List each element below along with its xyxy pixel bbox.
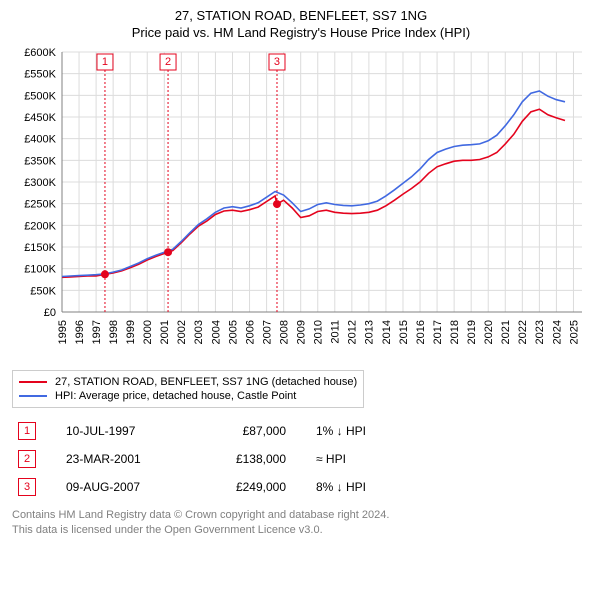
svg-text:2013: 2013 — [364, 320, 376, 344]
legend-label: HPI: Average price, detached house, Cast… — [55, 390, 296, 402]
svg-text:1: 1 — [102, 56, 108, 68]
svg-text:1997: 1997 — [91, 320, 103, 344]
legend-label: 27, STATION ROAD, BENFLEET, SS7 1NG (det… — [55, 376, 357, 388]
svg-text:2: 2 — [165, 56, 171, 68]
svg-text:£550K: £550K — [24, 69, 56, 81]
svg-text:2007: 2007 — [261, 320, 273, 344]
svg-text:2004: 2004 — [210, 320, 222, 344]
legend-swatch — [19, 395, 47, 397]
svg-text:2014: 2014 — [381, 320, 393, 344]
svg-text:2011: 2011 — [330, 320, 342, 344]
svg-text:2025: 2025 — [568, 320, 580, 344]
svg-text:£50K: £50K — [30, 285, 56, 297]
svg-text:2024: 2024 — [551, 320, 563, 344]
title-address: 27, STATION ROAD, BENFLEET, SS7 1NG — [12, 8, 590, 23]
footer-line-1: Contains HM Land Registry data © Crown c… — [12, 508, 590, 523]
svg-text:2017: 2017 — [432, 320, 444, 344]
legend-item: HPI: Average price, detached house, Cast… — [19, 389, 357, 403]
svg-text:1995: 1995 — [57, 320, 69, 344]
svg-text:£200K: £200K — [24, 220, 56, 232]
svg-text:2022: 2022 — [517, 320, 529, 344]
chart-area: £0 £50K £100K £150K £200K £250K £300K £350K £400… — [12, 44, 590, 364]
svg-text:£450K: £450K — [24, 112, 56, 124]
chart-titles: 27, STATION ROAD, BENFLEET, SS7 1NG Pric… — [12, 8, 590, 40]
svg-text:2001: 2001 — [159, 320, 171, 344]
svg-text:2019: 2019 — [466, 320, 478, 344]
sale-row: 2 23-MAR-2001 £138,000 ≈ HPI — [12, 446, 590, 474]
sale-price: £138,000 — [206, 452, 286, 466]
svg-text:2003: 2003 — [193, 320, 205, 344]
legend-swatch — [19, 381, 47, 383]
svg-text:2023: 2023 — [534, 320, 546, 344]
svg-text:2009: 2009 — [296, 320, 308, 344]
svg-text:2010: 2010 — [313, 320, 325, 344]
sale-marker: 1 — [18, 422, 36, 440]
legend: 27, STATION ROAD, BENFLEET, SS7 1NG (det… — [12, 370, 364, 408]
sale-price: £249,000 — [206, 480, 286, 494]
svg-text:£100K: £100K — [24, 264, 56, 276]
svg-text:2012: 2012 — [347, 320, 359, 344]
svg-text:1996: 1996 — [74, 320, 86, 344]
svg-text:3: 3 — [274, 56, 280, 68]
svg-text:2018: 2018 — [449, 320, 461, 344]
chart-container: 27, STATION ROAD, BENFLEET, SS7 1NG Pric… — [0, 0, 600, 590]
sale-hpi: ≈ HPI — [316, 452, 406, 466]
sale-row: 1 10-JUL-1997 £87,000 1% ↓ HPI — [12, 418, 590, 446]
sale-marker: 2 — [18, 450, 36, 468]
svg-text:2020: 2020 — [483, 320, 495, 344]
title-subtitle: Price paid vs. HM Land Registry's House … — [12, 25, 590, 40]
sale-price: £87,000 — [206, 424, 286, 438]
svg-text:£0: £0 — [44, 307, 56, 319]
footer-line-2: This data is licensed under the Open Gov… — [12, 523, 590, 538]
svg-text:2016: 2016 — [415, 320, 427, 344]
sale-hpi: 1% ↓ HPI — [316, 424, 406, 438]
svg-text:2015: 2015 — [398, 320, 410, 344]
svg-text:£500K: £500K — [24, 90, 56, 102]
svg-text:1998: 1998 — [108, 320, 120, 344]
legend-item: 27, STATION ROAD, BENFLEET, SS7 1NG (det… — [19, 375, 357, 389]
svg-text:2000: 2000 — [142, 320, 154, 344]
sale-marker: 3 — [18, 478, 36, 496]
svg-text:2021: 2021 — [500, 320, 512, 344]
line-chart: £0 £50K £100K £150K £200K £250K £300K £350K £400… — [12, 44, 588, 364]
svg-text:£300K: £300K — [24, 177, 56, 189]
sale-date: 23-MAR-2001 — [66, 452, 176, 466]
sale-date: 10-JUL-1997 — [66, 424, 176, 438]
svg-text:£400K: £400K — [24, 134, 56, 146]
svg-text:2006: 2006 — [244, 320, 256, 344]
sale-hpi: 8% ↓ HPI — [316, 480, 406, 494]
svg-text:2002: 2002 — [176, 320, 188, 344]
svg-text:£350K: £350K — [24, 155, 56, 167]
sale-row: 3 09-AUG-2007 £249,000 8% ↓ HPI — [12, 474, 590, 502]
svg-text:2008: 2008 — [278, 320, 290, 344]
sales-table: 1 10-JUL-1997 £87,000 1% ↓ HPI 2 23-MAR-2001 £… — [12, 418, 590, 502]
sale-date: 09-AUG-2007 — [66, 480, 176, 494]
svg-text:£600K: £600K — [24, 47, 56, 59]
svg-text:£150K: £150K — [24, 242, 56, 254]
svg-text:£250K: £250K — [24, 199, 56, 211]
svg-text:1999: 1999 — [125, 320, 137, 344]
svg-text:2005: 2005 — [227, 320, 239, 344]
footer-attribution: Contains HM Land Registry data © Crown c… — [12, 508, 590, 538]
